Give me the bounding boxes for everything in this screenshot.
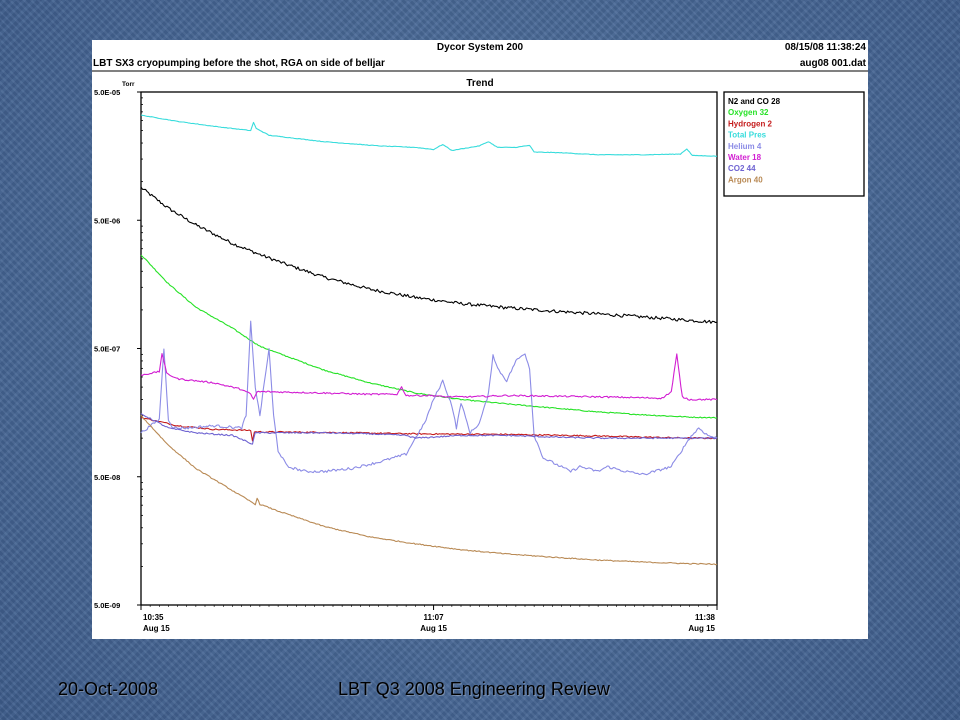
legend-box — [723, 91, 865, 197]
series-lines — [140, 114, 718, 566]
y-tick-label: 5.0E-08 — [94, 473, 120, 482]
series-line-co2-44 — [140, 413, 718, 445]
x-tick-label-time: 10:35 — [143, 613, 164, 622]
legend-entry: Water 18 — [728, 153, 762, 162]
y-tick-label: 5.0E-05 — [94, 88, 120, 97]
y-tick-label: 5.0E-07 — [94, 345, 120, 354]
y-unit-label: Torr — [122, 81, 135, 88]
filename-label: aug08 001.dat — [800, 58, 867, 69]
series-line-total-pres — [140, 114, 718, 157]
x-tick-label-date: Aug 15 — [143, 624, 170, 633]
plot-title: Trend — [466, 78, 493, 89]
legend-entry: Argon 40 — [728, 175, 763, 184]
datetime-label: 08/15/08 11:38:24 — [785, 42, 867, 53]
description-label: LBT SX3 cryopumping before the shot, RGA… — [93, 58, 385, 69]
series-line-n2-co-28 — [140, 186, 718, 324]
system-name: Dycor System 200 — [437, 42, 524, 53]
y-tick-label: 5.0E-06 — [94, 216, 120, 225]
legend-entry: Total Pres — [728, 131, 767, 140]
footer-title: LBT Q3 2008 Engineering Review — [338, 679, 610, 699]
series-line-argon-40 — [140, 414, 718, 566]
legend-entry: Hydrogen 2 — [728, 119, 773, 128]
y-axis: 5.0E-05 5.0E-06 5.0E-07 5.0E-08 5.0E-09 — [94, 88, 143, 610]
legend: N2 and CO 28 Oxygen 32 Hydrogen 2 Total Pre… — [728, 97, 781, 184]
series-line-hydrogen-2 — [140, 416, 718, 442]
legend-entry: CO2 44 — [728, 164, 756, 173]
series-line-helium-4 — [140, 320, 718, 476]
legend-entry: N2 and CO 28 — [728, 97, 781, 106]
y-tick-label: 5.0E-09 — [94, 601, 120, 610]
footer-date: 20-Oct-2008 — [58, 679, 159, 699]
x-tick-label-date: Aug 15 — [688, 624, 715, 633]
legend-entry: Oxygen 32 — [728, 108, 769, 117]
series-line-water-18 — [140, 353, 718, 401]
legend-entry: Helium 4 — [728, 142, 762, 151]
x-tick-label-time: 11:38 — [695, 613, 716, 622]
x-tick-label-time: 11:07 — [424, 613, 445, 622]
x-tick-label-date: Aug 15 — [420, 624, 447, 633]
x-axis: 10:35 Aug 15 11:07 Aug 15 11:38 Aug 15 — [140, 605, 718, 633]
